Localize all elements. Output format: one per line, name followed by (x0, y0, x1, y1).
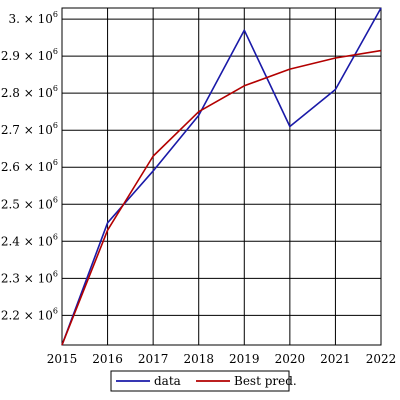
x-tick-label: 2017 (138, 352, 169, 366)
x-tick-label: 2016 (92, 352, 123, 366)
x-tick-label: 2019 (229, 352, 260, 366)
series-line-best-pred (61, 49, 382, 346)
y-tick-label: 3. × 106 (9, 10, 59, 26)
y-tick-label: 2.6 × 106 (1, 158, 58, 174)
y-tick-label: 2.8 × 106 (1, 84, 58, 100)
x-tick-label: 2022 (366, 352, 397, 366)
y-tick-label: 2.9 × 106 (1, 47, 58, 63)
x-tick-label: 2021 (320, 352, 351, 366)
legend-label: data (154, 374, 181, 388)
y-tick-label: 2.2 × 106 (1, 306, 58, 322)
x-tick-label: 2015 (47, 352, 78, 366)
legend-label: Best pred. (234, 374, 297, 388)
grid (61, 8, 382, 345)
x-axis-ticks: 2015 2016 2017 2018 2019 2020 2021 2022 (47, 352, 397, 366)
y-tick-label: 2.5 × 106 (1, 195, 58, 211)
x-tick-label: 2020 (275, 352, 306, 366)
y-tick-label: 2.4 × 106 (1, 232, 58, 248)
y-axis-ticks: 2.2 × 106 2.3 × 106 2.4 × 106 2.5 × 106 2.6 … (1, 10, 58, 322)
series-layer (61, 7, 382, 346)
plot-frame (61, 7, 382, 346)
legend: data Best pred. (110, 370, 297, 392)
y-tick-label: 2.7 × 106 (1, 121, 58, 137)
x-tick-label: 2018 (183, 352, 214, 366)
series-line-data (61, 7, 382, 346)
y-tick-label: 2.3 × 106 (1, 269, 58, 285)
